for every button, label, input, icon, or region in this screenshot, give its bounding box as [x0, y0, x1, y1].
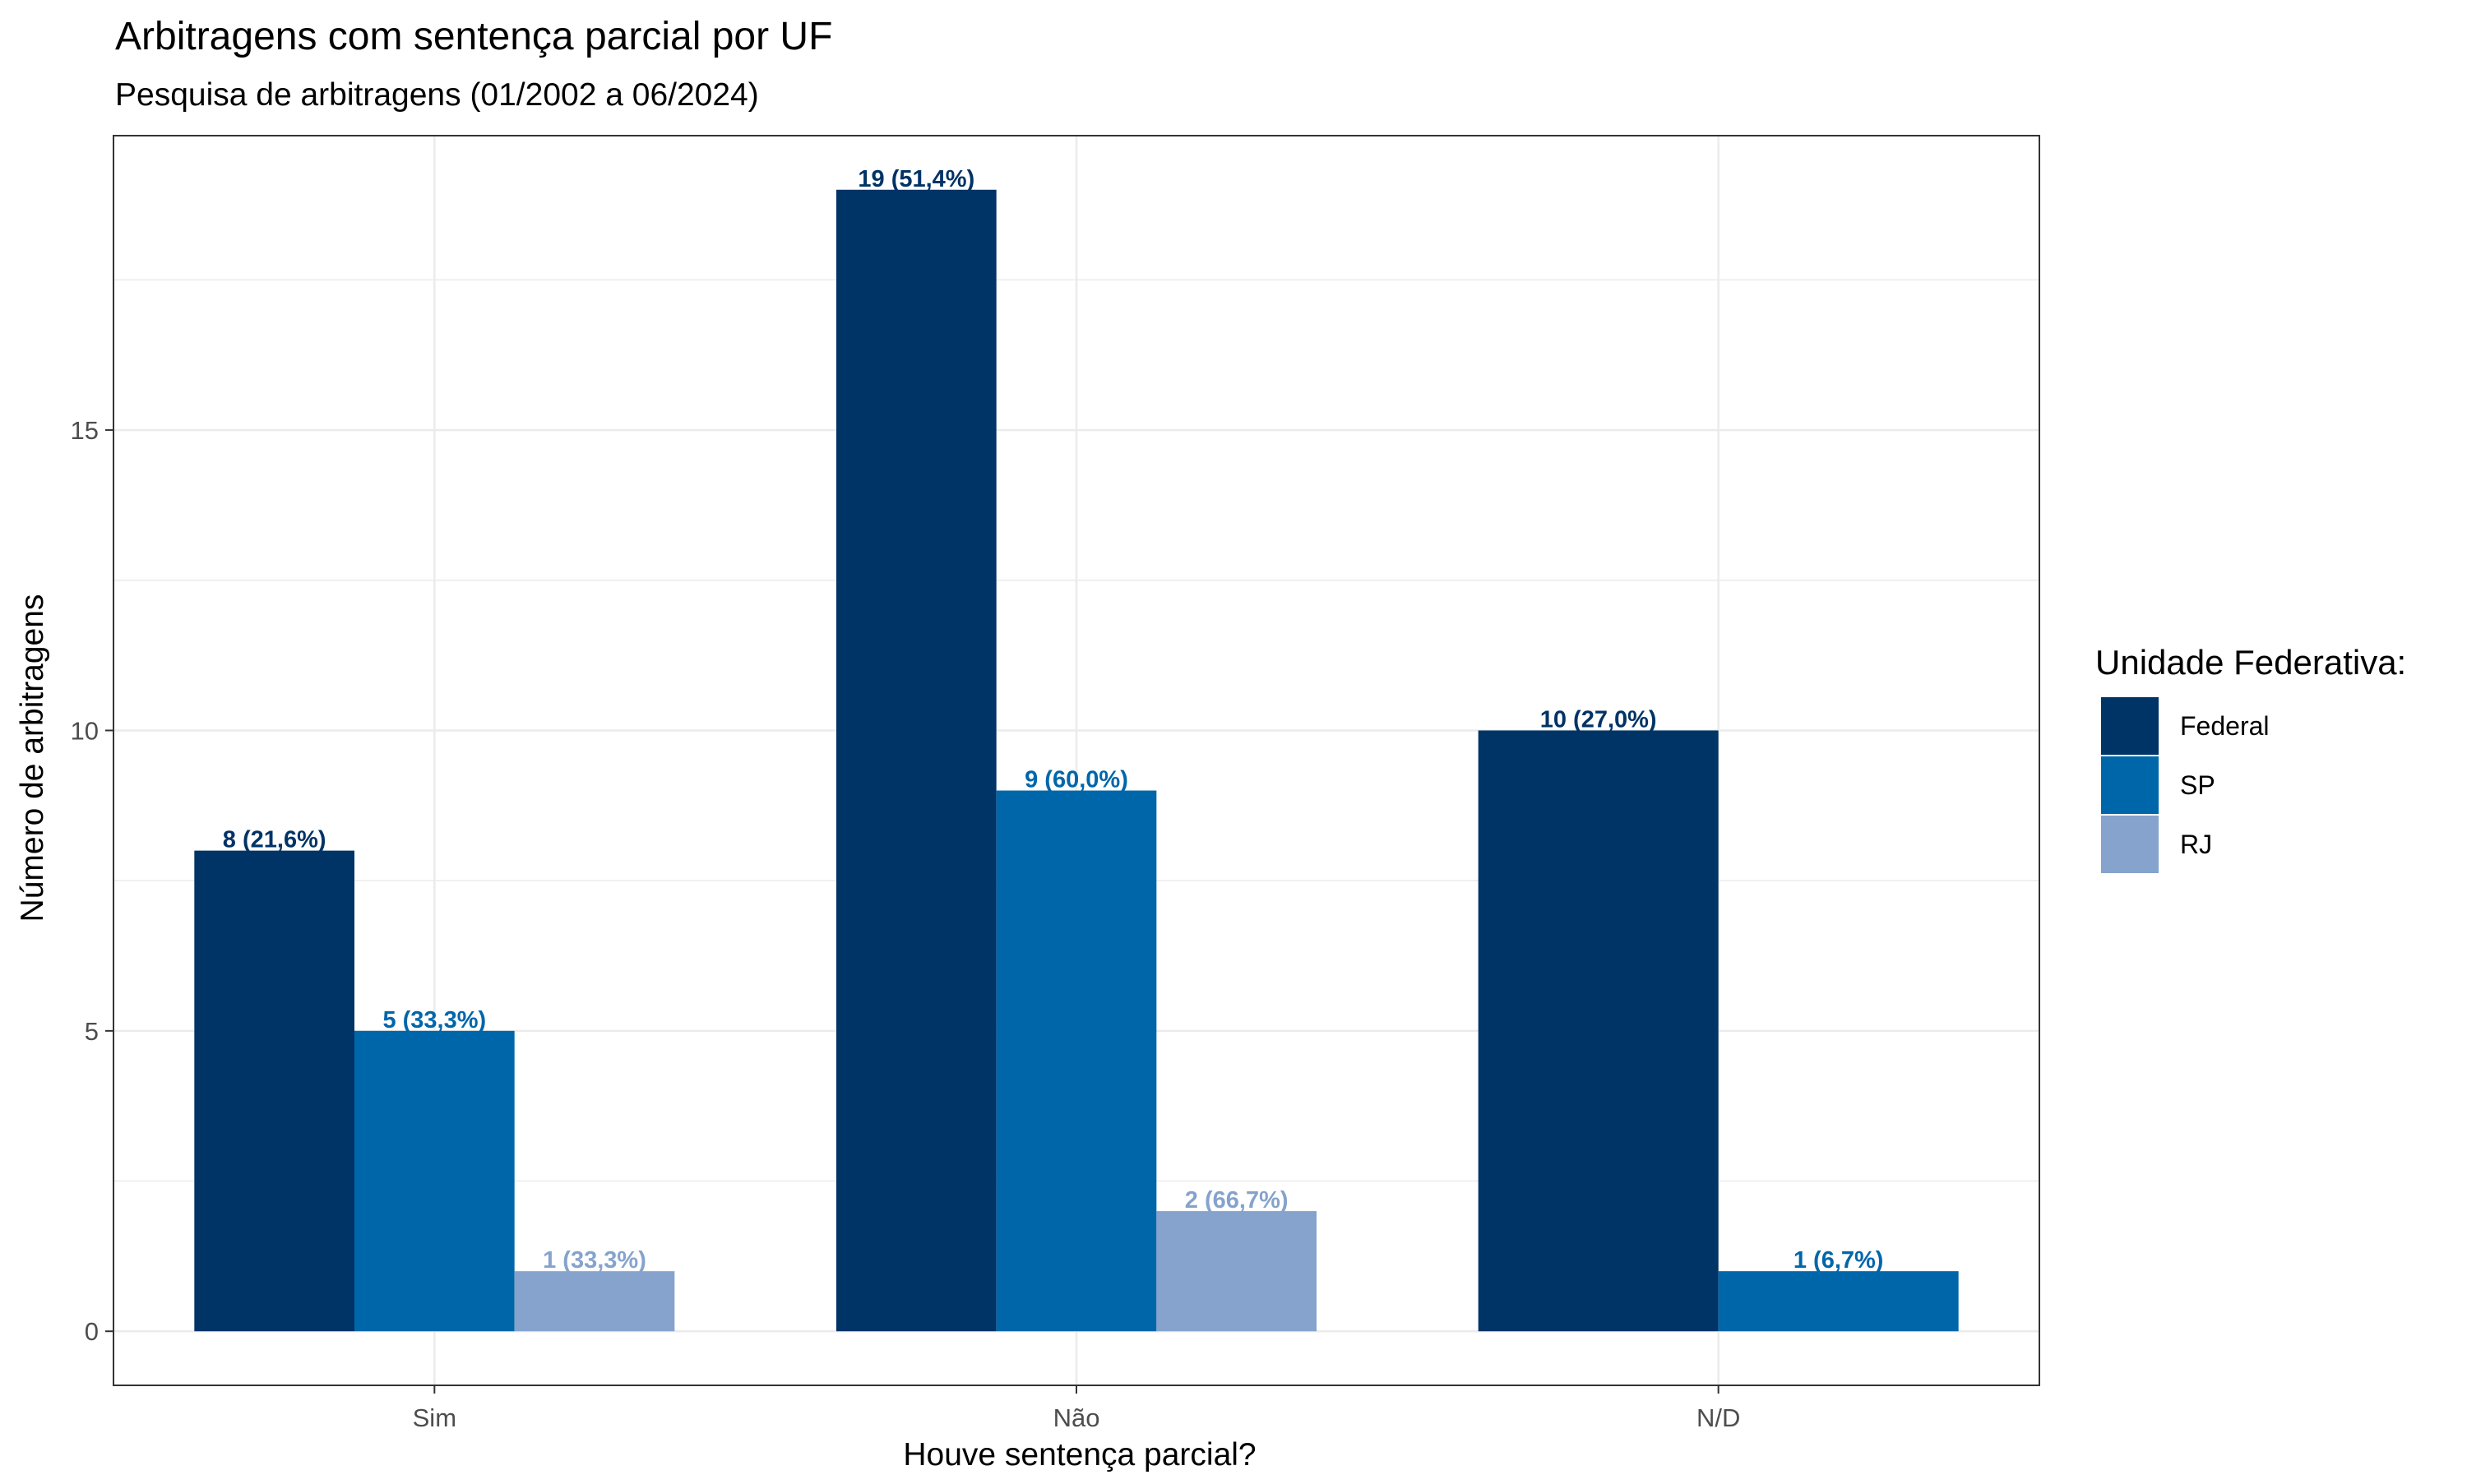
- y-tick-label: 10: [71, 716, 99, 745]
- x-tick-label: N/D: [1696, 1403, 1740, 1432]
- data-label-sp-0: 5 (33,3%): [382, 1007, 486, 1033]
- bar-rj-1: [1156, 1211, 1317, 1332]
- y-tick-label: 5: [85, 1017, 99, 1046]
- y-tick-label: 0: [85, 1317, 99, 1346]
- legend-label-federal: Federal: [2180, 711, 2270, 741]
- y-axis-title: Número de arbitragens: [15, 594, 50, 922]
- x-tick-label: Não: [1053, 1403, 1100, 1432]
- data-label-rj-0: 1 (33,3%): [543, 1247, 646, 1274]
- bar-federal-1: [836, 189, 997, 1332]
- legend-key-federal: [2101, 697, 2159, 755]
- plot-area: 0 5 10 15 8 (21,6%) 5 (33,3%) 1 (33,3%) Sim 19 (…: [71, 135, 2040, 1432]
- legend-key-sp: [2101, 756, 2159, 814]
- bar-sp-1: [996, 790, 1157, 1332]
- data-label-rj-1: 2 (66,7%): [1185, 1187, 1289, 1214]
- legend-label-rj: RJ: [2180, 830, 2212, 859]
- x-axis-title: Houve sentença parcial?: [903, 1437, 1256, 1472]
- bar-federal-0: [194, 850, 354, 1332]
- legend-key-rj: [2101, 816, 2159, 873]
- plot-border: [113, 135, 2040, 1386]
- x-tick-label: Sim: [413, 1403, 456, 1432]
- chart-title: Arbitragens com sentença parcial por UF: [115, 15, 832, 58]
- data-label-sp-1: 9 (60,0%): [1025, 767, 1128, 793]
- bar-sp-2: [1718, 1271, 1959, 1332]
- bar-federal-2: [1478, 730, 1719, 1332]
- data-label-sp-2: 1 (6,7%): [1794, 1247, 1884, 1274]
- legend: Federal SP RJ: [2101, 697, 2270, 873]
- legend-title: Unidade Federativa:: [2095, 643, 2406, 682]
- data-label-federal-0: 8 (21,6%): [223, 827, 326, 853]
- data-label-federal-2: 10 (27,0%): [1540, 706, 1657, 733]
- y-tick-label: 15: [71, 416, 99, 445]
- data-label-federal-1: 19 (51,4%): [858, 166, 974, 192]
- bar-rj-0: [514, 1271, 675, 1332]
- legend-label-sp: SP: [2180, 770, 2215, 800]
- chart-subtitle: Pesquisa de arbitragens (01/2002 a 06/20…: [115, 77, 759, 113]
- bar-sp-0: [354, 1030, 515, 1332]
